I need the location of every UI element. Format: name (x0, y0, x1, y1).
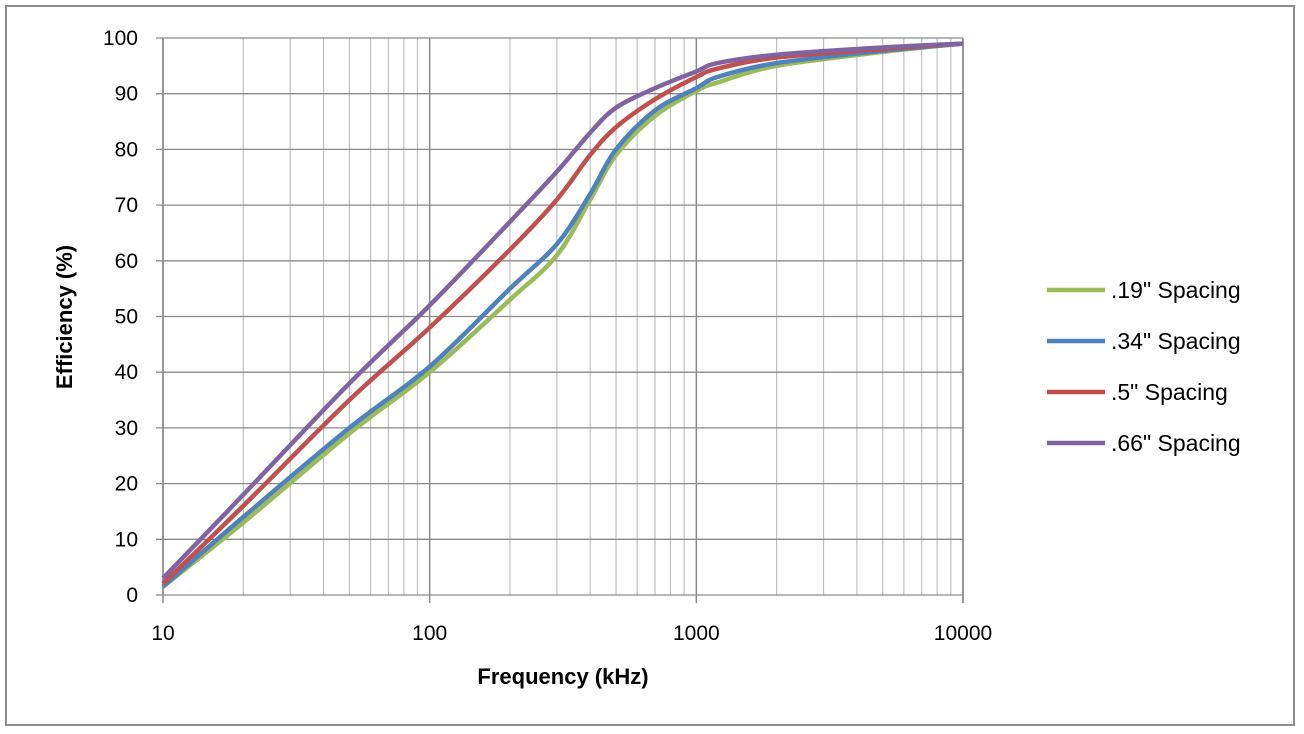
y-tick-label: 90 (115, 83, 138, 106)
series-line-3 (161, 41, 964, 580)
series-line-1 (161, 41, 964, 589)
y-tick-label: 30 (115, 417, 138, 440)
y-tick-label: 70 (115, 194, 138, 217)
y-tick-label: 50 (115, 306, 138, 329)
series-line-2 (161, 41, 964, 586)
y-tick-label: 40 (115, 361, 138, 384)
y-tick-label: 80 (115, 138, 138, 161)
legend-label: .5" Spacing (1111, 379, 1228, 405)
y-axis-label: Efficiency (%) (52, 245, 77, 389)
legend-label: .19" Spacing (1111, 277, 1241, 303)
legend-label: .34" Spacing (1111, 328, 1241, 354)
x-tick-label: 1000 (673, 622, 720, 645)
x-tick-label: 100 (412, 622, 447, 645)
y-tick-label: 20 (115, 473, 138, 496)
y-tick-label: 60 (115, 250, 138, 273)
y-tick-label: 10 (115, 528, 138, 551)
y-tick-label: 100 (103, 27, 138, 50)
x-tick-label: 10 (151, 622, 174, 645)
legend-label: .66" Spacing (1111, 430, 1241, 456)
series-line-0 (161, 41, 964, 589)
chart-frame (5, 5, 1295, 726)
x-axis-label: Frequency (kHz) (477, 664, 648, 689)
x-tick-label: 10000 (934, 622, 992, 645)
y-tick-label: 0 (126, 584, 138, 607)
